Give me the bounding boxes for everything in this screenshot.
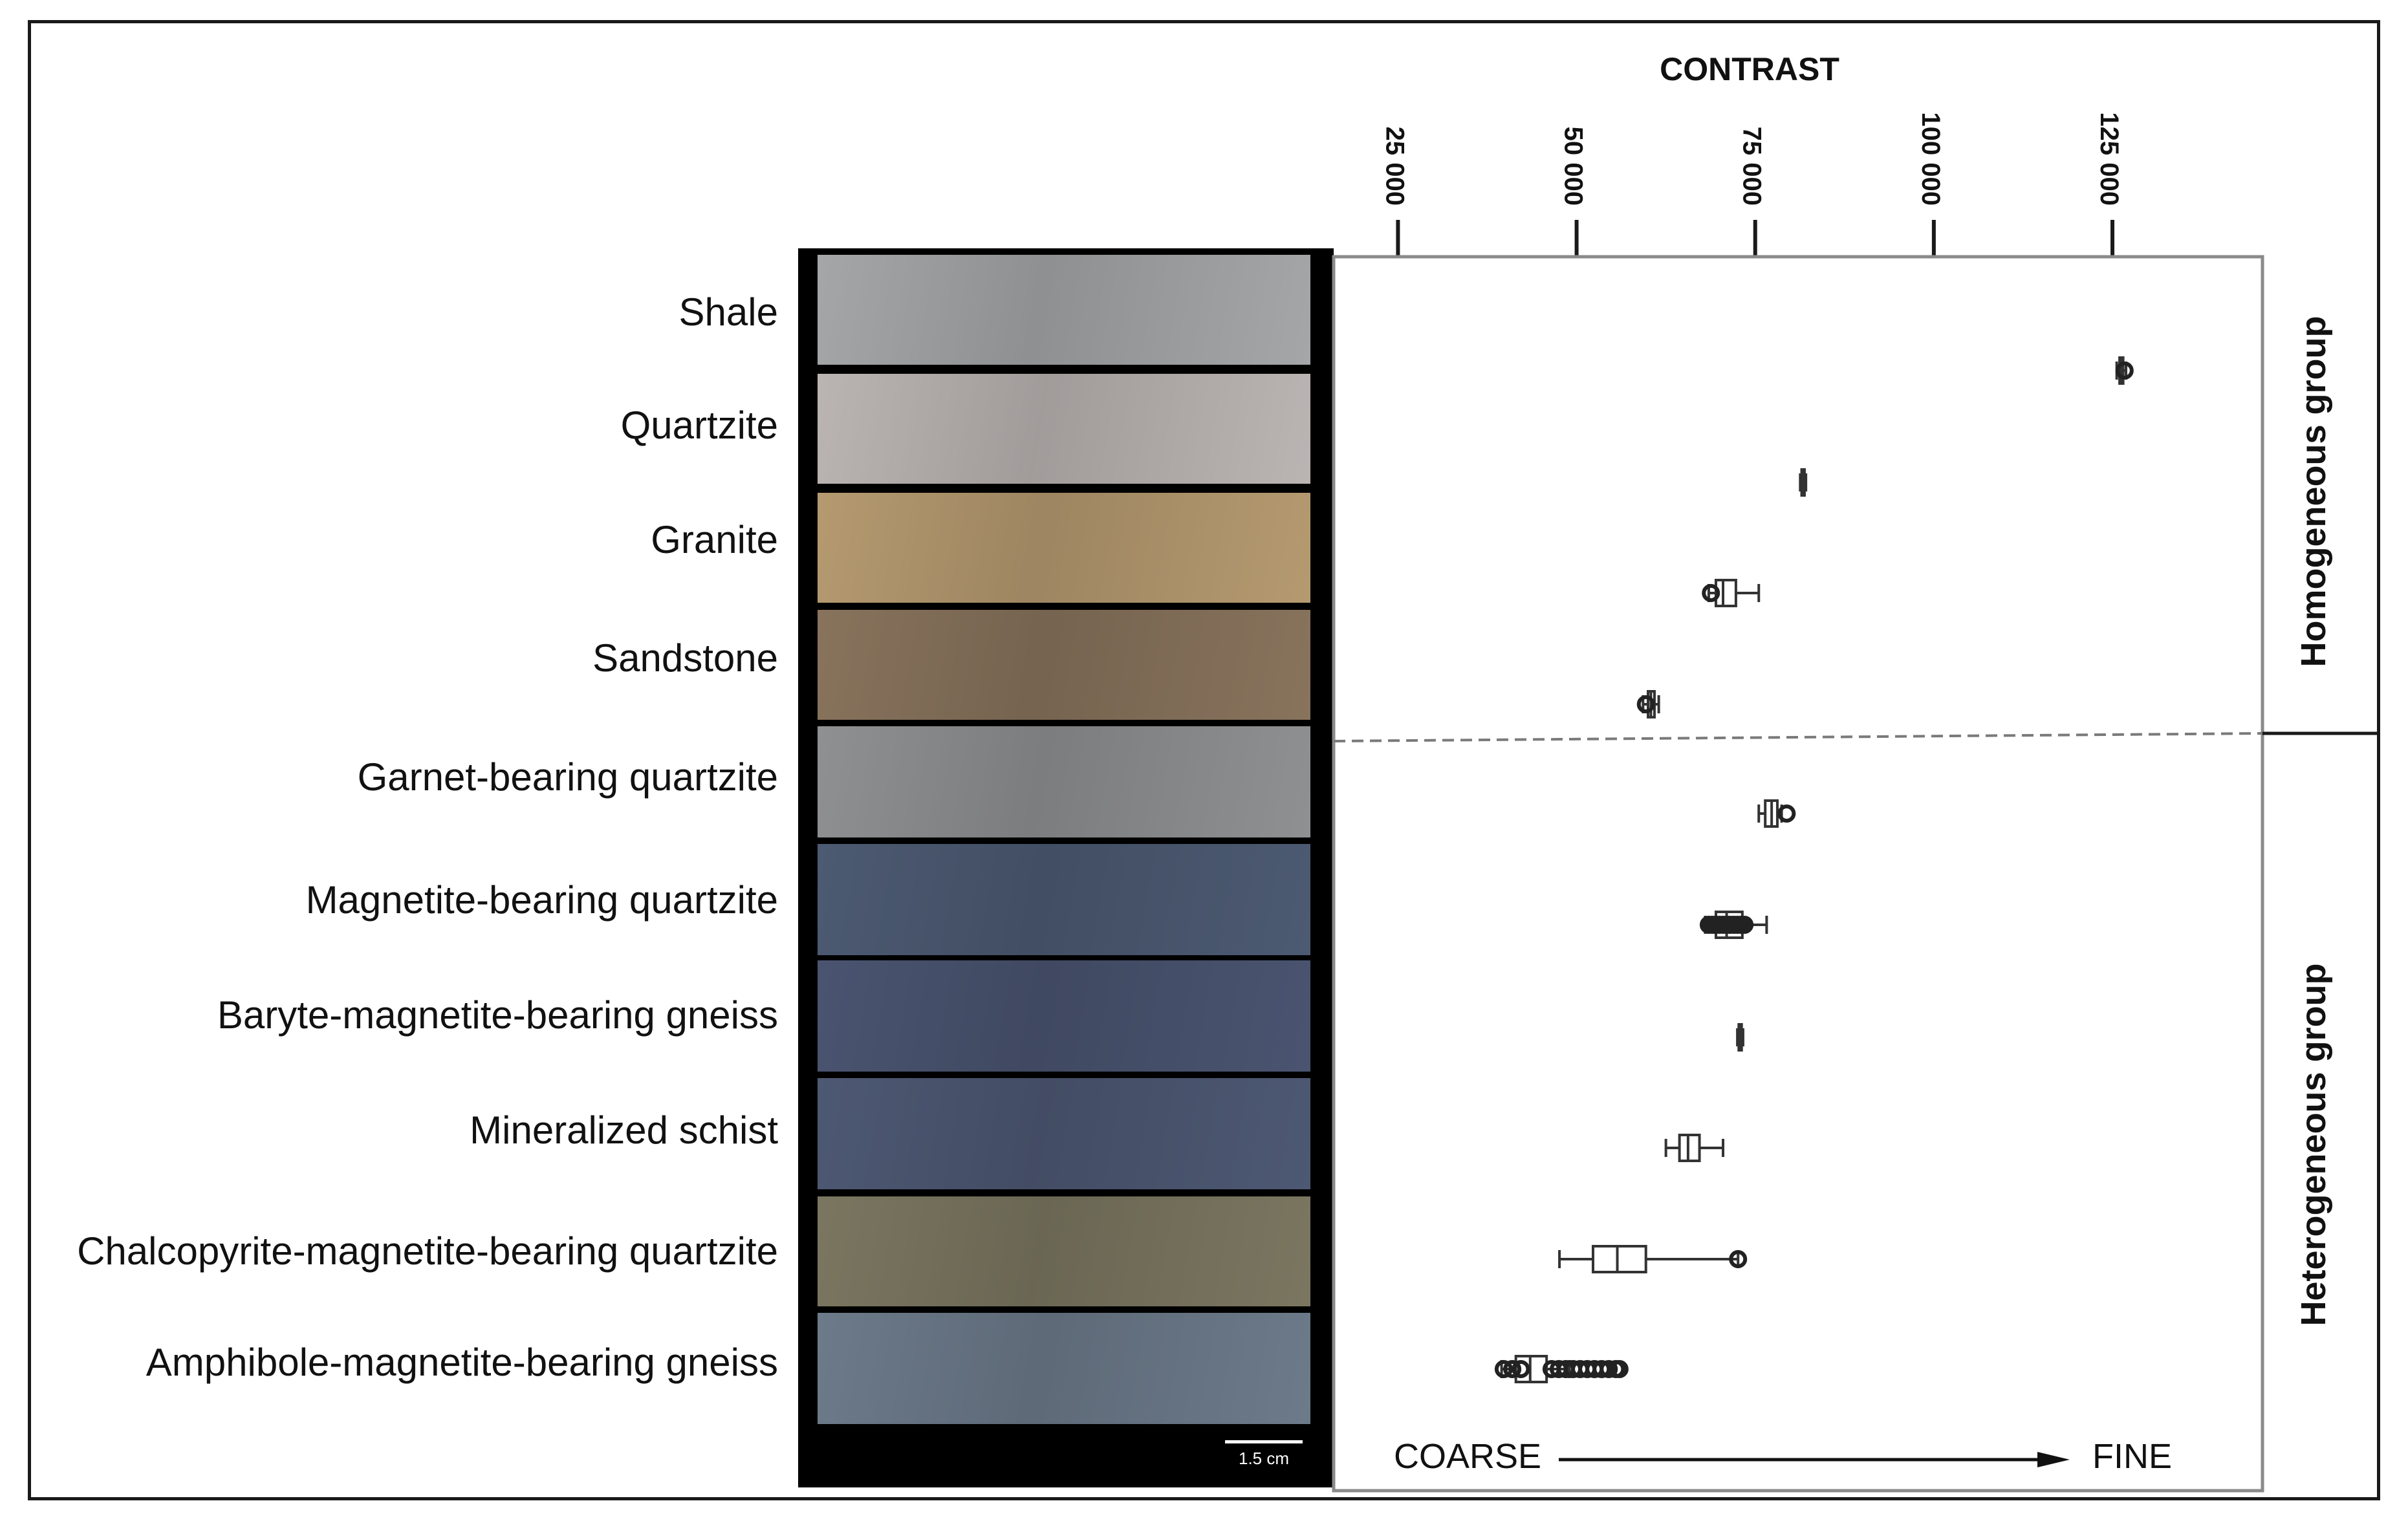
plot-area [1332,255,2264,1493]
rock-label-shale: Shale [678,290,778,334]
boxplot-garnet-bearing-quartzite [1757,799,1796,828]
rock-sample-panel: 1.5 cm [798,248,1334,1487]
x-tick-label: 75 000 [1738,127,1766,206]
outlier-point [1729,1250,1748,1268]
x-tick-label: 125 000 [2095,112,2123,206]
outlier-point [1735,916,1754,934]
box-iqr [1591,1245,1647,1273]
fine-label: FINE [2092,1437,2172,1476]
rock-label-sandstone: Sandstone [592,636,778,680]
rock-label-amphibole-magnetite-bearing-gneiss: Amphibole-magnetite-bearing gneiss [146,1341,778,1384]
outlier-point [1503,1360,1522,1378]
boxplot-amphibole-magnetite-bearing-gneiss [1494,1355,1629,1383]
homogeneous-group-label: Homogeneous group [2294,316,2333,667]
boxplot-series [1494,356,2134,1383]
swatch-shale [818,255,1310,365]
boxplot-granite [1702,579,1761,607]
chart-title: CONTRAST [1660,51,1839,87]
scale-bar [1225,1440,1303,1443]
rock-label-baryte-magnetite-bearing-gneiss: Baryte-magnetite-bearing gneiss [217,993,778,1037]
x-tick-label: 100 000 [1916,112,1945,206]
outlier-point [1702,584,1720,602]
x-tick-label: 50 000 [1559,127,1588,206]
boxplot-shale [2115,356,2134,385]
boxplot-baryte-magnetite-bearing-gneiss [1736,1023,1744,1052]
swatch-amphibole-magnetite-bearing-gneiss [818,1313,1310,1424]
rock-label-magnetite-bearing-quartzite: Magnetite-bearing quartzite [305,878,778,922]
heterogeneous-group-label: Heterogeneous group [2294,963,2333,1326]
swatch-mineralized-schist [818,1078,1310,1189]
rock-label-garnet-bearing-quartzite: Garnet-bearing quartzite [357,755,778,799]
figure-frame [28,20,2380,1500]
swatch-chalcopyrite-magnetite-bearing-quartzite [818,1196,1310,1306]
swatch-sandstone [818,610,1310,720]
box-iqr [1714,579,1737,607]
boxplot-mineralized-schist [1664,1134,1725,1162]
outlier-point [1600,1360,1618,1378]
boxplot-chalcopyrite-magnetite-bearing-quartzite [1558,1245,1748,1273]
rock-label-mineralized-schist: Mineralized schist [470,1108,778,1152]
boxplot-quartzite [1799,468,1808,497]
swatch-quartzite [818,374,1310,484]
arrow-head [2037,1452,2070,1467]
coarse-label: COARSE [1394,1437,1541,1476]
swatch-baryte-magnetite-bearing-gneiss [818,960,1310,1072]
swatch-garnet-bearing-quartzite [818,726,1310,837]
group-divider [1333,732,2263,742]
x-axis: 25 000 50 000 75 000 100 000 125 000 [1334,112,2262,259]
outlier-point [1494,1360,1513,1378]
outlier-point [2115,362,2134,380]
rock-label-quartzite: Quartzite [620,404,778,447]
outlier-point [1512,1360,1530,1378]
boxplot-sandstone [1636,690,1660,718]
rock-label-granite: Granite [651,518,778,561]
boxplot-magnetite-bearing-quartzite [1699,911,1768,939]
scale-bar-label: 1.5 cm [1238,1449,1290,1468]
swatch-magnetite-bearing-quartzite [818,844,1310,955]
x-tick-label: 25 000 [1380,127,1409,206]
box-iqr [1678,1134,1701,1162]
outlier-point [1777,805,1796,823]
outlier-point [1636,695,1655,713]
outlier-point [1610,1360,1629,1378]
rock-label-chalcopyrite-magnetite-bearing-quartzite: Chalcopyrite-magnetite-bearing quartzite [77,1229,778,1273]
swatch-granite [818,493,1310,603]
